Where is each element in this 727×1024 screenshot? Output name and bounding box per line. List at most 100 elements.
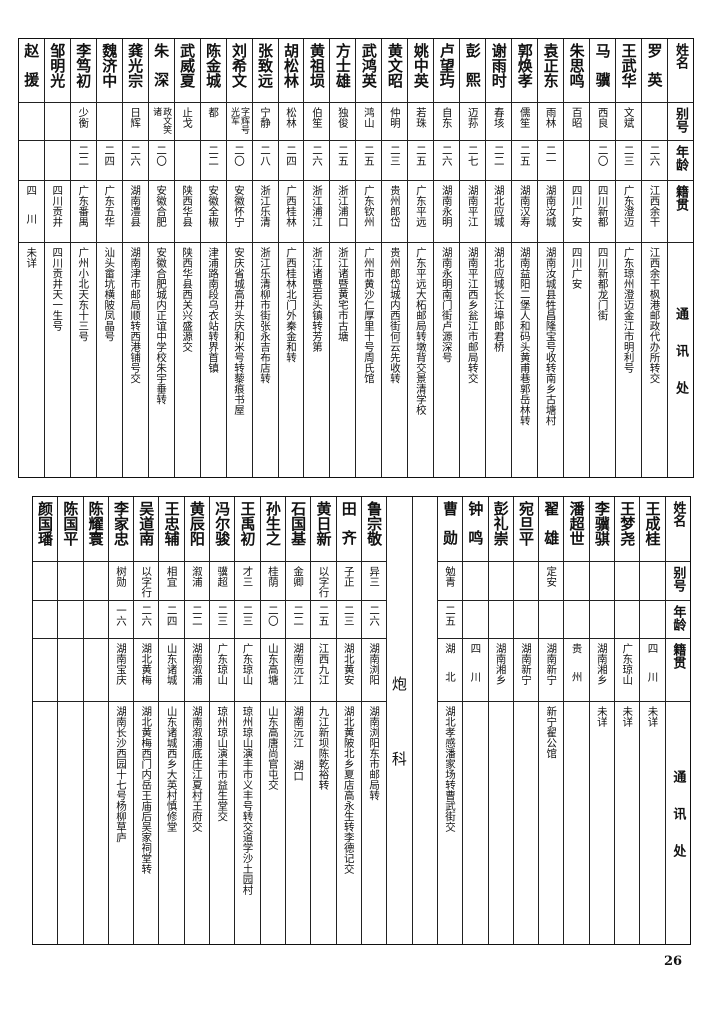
cell-age: 二〇 (226, 141, 252, 181)
cell-age: 二五 (437, 601, 463, 639)
cell-address: 四川新都龙门街 (590, 243, 615, 477)
person-name: 黄祖埙 (307, 43, 326, 88)
person-origin: 江西九江 (317, 643, 330, 685)
person-column: 马骥 西良 二〇 四川新都 四川新都龙门街 (589, 39, 616, 477)
header-cell-name: 姓名 (665, 497, 690, 562)
person-name: 李笃初 (74, 43, 93, 88)
person-column: 赵援 四川 未详 (18, 39, 44, 477)
cell-alias (463, 562, 488, 601)
person-name: 胡松林 (281, 43, 300, 88)
cell-age (44, 141, 70, 181)
person-address: 湖北应城长江埠郎君桥 (492, 247, 505, 352)
person-origin: 湖南沅江 (292, 643, 305, 685)
person-column: 彭礼崇 湖南湘乡 (487, 497, 513, 944)
person-name: 龚光宗 (126, 43, 145, 88)
person-age: 二二 (77, 145, 90, 166)
person-name: 黄辰阳 (187, 501, 206, 546)
person-column: 武鸿英 鸿山 二五 广东钦州 广州市黄沙仁厚里十号周氏馆 (355, 39, 382, 477)
cell-address: 山东诸城西乡大英村慎修堂 (159, 702, 183, 944)
person-origin: 湖北黄梅 (140, 643, 153, 685)
cell-name: 黄日新 (311, 497, 336, 562)
cell-address (489, 702, 513, 944)
person-column: 魏济中 二四 广东五华 汕头畲坑横陂凤晶号 (95, 39, 122, 477)
cell-origin: 湖南浏阳 (361, 639, 387, 702)
cell-name: 李家忠 (108, 497, 134, 562)
person-name: 陈国平 (61, 501, 80, 546)
person-age: 二七 (466, 145, 479, 166)
person-name: 彭熙 (463, 43, 482, 101)
person-alias: 都 (207, 107, 220, 118)
person-alias: 文斌 (622, 107, 635, 128)
person-column: 陈耀寰 (82, 497, 108, 944)
header-column: 姓名 别号 年龄 籍贯 通讯处 (664, 497, 690, 944)
cell-name: 刘希文 (226, 39, 252, 103)
cell-address: 浙江诸暨岩头镇转芳第 (304, 243, 329, 477)
cell-origin: 湖北应城 (486, 181, 512, 243)
cell-origin: 山东诸城 (159, 639, 184, 702)
person-origin: 四川广安 (570, 185, 583, 227)
cell-alias: 百昭 (564, 103, 590, 141)
header-label-origin: 籍贯 (670, 643, 686, 669)
cell-age: 二二 (286, 601, 311, 639)
cell-address (33, 702, 57, 944)
cell-address: 江西余干枫港邮政代办所转交 (642, 243, 667, 477)
cell-age: 二〇 (260, 601, 285, 639)
person-origin: 湖南新宁 (519, 643, 532, 685)
person-origin: 广西桂林 (284, 185, 297, 227)
cell-age: 二六 (304, 141, 330, 181)
header-label-origin: 籍贯 (673, 185, 689, 211)
person-age: 二五 (317, 605, 330, 626)
cell-address: 陕西华县西关兴盛源交 (175, 243, 200, 477)
cell-alias (589, 562, 615, 601)
section-label: 炮科 (389, 675, 408, 826)
person-alias: 勉青 (444, 566, 457, 587)
cell-name: 吴道南 (134, 497, 159, 562)
person-alias: 春垓 (492, 107, 505, 128)
person-column: 武威夏 止戈 陕西华县 陕西华县西关兴盛源交 (173, 39, 200, 477)
person-address: 四川贡井天一生号 (51, 247, 64, 331)
cell-name: 鲁宗敬 (361, 497, 387, 562)
person-alias: 独俊 (336, 107, 349, 128)
person-origin: 湖南湘乡 (494, 643, 507, 685)
person-origin: 安徽合肥 (155, 185, 168, 227)
person-address: 广东平远大柘邮局转墩背交景清学校 (414, 247, 427, 415)
cell-alias: 溆浦 (184, 562, 210, 601)
person-origin: 四川新都 (596, 185, 609, 227)
person-name: 卢望玙 (437, 43, 456, 88)
person-name: 宛旦平 (516, 501, 535, 546)
cell-name: 黄祖埙 (304, 39, 330, 103)
cell-alias: 宁静 (252, 103, 278, 141)
person-origin: 广东番禺 (77, 185, 90, 227)
person-origin: 湖南澧县 (129, 185, 142, 227)
person-name: 孙生之 (263, 501, 282, 546)
person-name: 鲁宗敬 (365, 501, 384, 546)
cell-address: 四川贡井天一生号 (45, 243, 70, 477)
person-origin: 湖南汝城 (544, 185, 557, 227)
person-age: 二六 (310, 145, 323, 166)
cell-origin: 四川广安 (564, 181, 590, 243)
cell-alias: 金卿 (286, 562, 311, 601)
person-name: 冯尔骏 (213, 501, 232, 546)
person-origin: 湖北黄安 (342, 643, 355, 685)
cell-age: 二五 (408, 141, 434, 181)
person-name: 赵援 (22, 43, 41, 101)
cell-address: 九江新坝陈乾裕转 (311, 702, 335, 944)
person-name: 黄文昭 (385, 43, 404, 88)
cell-age: 二一 (538, 141, 564, 181)
header-cell-age: 年龄 (665, 601, 690, 639)
cell-origin: 山东高塘 (260, 639, 285, 702)
person-alias: 以字行 (317, 566, 330, 598)
cell-age: 一六 (108, 601, 134, 639)
person-address: 湖南长沙西园十七号杨柳草庐 (114, 706, 127, 843)
person-age: 二三 (342, 605, 355, 626)
person-address: 浙江诸暨黄宅市古塘 (336, 247, 349, 342)
cell-alias (83, 562, 108, 601)
person-column: 罗英 二六 江西余干 江西余干枫港邮政代办所转交 (641, 39, 668, 477)
cell-address: 新宁翟公馆 (539, 702, 563, 944)
person-age: 二五 (414, 145, 427, 166)
person-name: 刘希文 (230, 43, 249, 88)
person-age: 二六 (129, 145, 142, 166)
cell-origin: 四川贡井 (44, 181, 70, 243)
person-column: 陈国平 (57, 497, 83, 944)
person-origin: 湖北应城 (492, 185, 505, 227)
